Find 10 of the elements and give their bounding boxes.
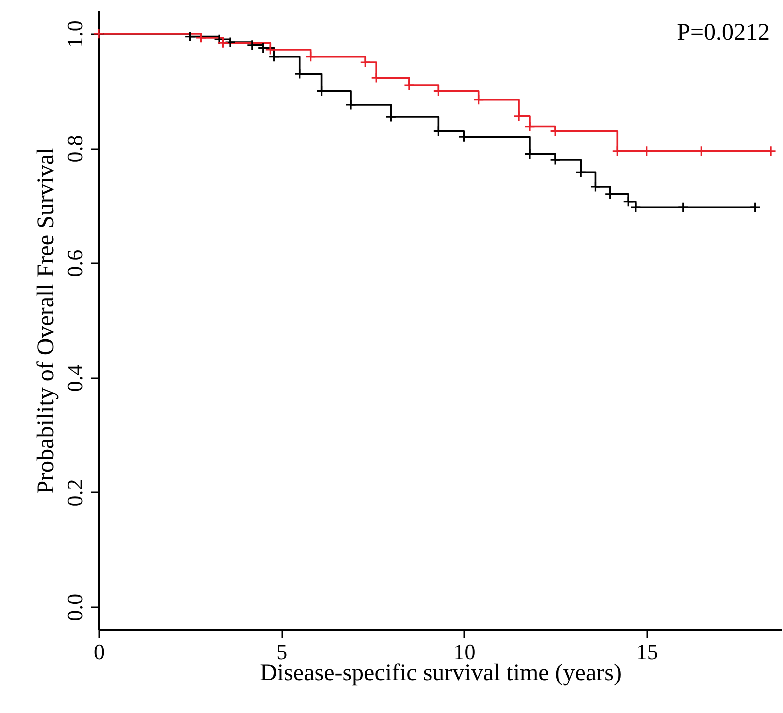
y-tick-label: 1.0 [62,20,88,48]
y-tick-label: 0.4 [62,364,88,392]
y-tick-label: 0.2 [62,479,88,507]
x-tick-label: 0 [94,640,105,664]
y-tick-label: 0.0 [62,594,88,622]
annotation: P=0.0212 [677,20,770,46]
x-tick-label: 15 [636,640,658,664]
y-tick-label: 0.6 [62,250,88,278]
y-axis-title: Probability of Overall Free Survival [34,147,60,494]
y-tick-label: 0.8 [62,135,88,163]
